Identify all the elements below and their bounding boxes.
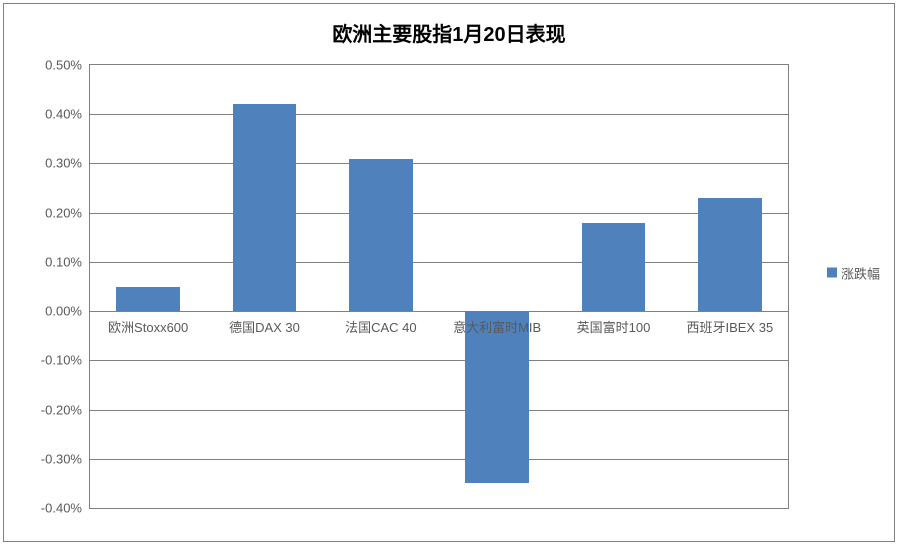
plot-area: -0.40%-0.30%-0.20%-0.10%0.00%0.10%0.20%0… (89, 64, 789, 509)
y-tick-label: -0.30% (41, 451, 82, 466)
chart-title: 欧洲主要股指1月20日表现 (4, 18, 894, 47)
chart-frame: 欧洲主要股指1月20日表现 -0.40%-0.30%-0.20%-0.10%0.… (3, 3, 895, 542)
gridline (90, 360, 788, 361)
y-tick-label: 0.40% (45, 107, 82, 122)
y-tick-label: 0.50% (45, 58, 82, 73)
gridline (90, 213, 788, 214)
y-tick-label: -0.10% (41, 353, 82, 368)
bar (349, 159, 413, 312)
legend: 涨跌幅 (827, 263, 880, 282)
y-tick-label: 0.10% (45, 254, 82, 269)
legend-swatch (827, 268, 837, 278)
bar (116, 287, 180, 312)
bar (582, 223, 646, 312)
y-tick-label: 0.20% (45, 205, 82, 220)
y-tick-label: 0.30% (45, 156, 82, 171)
x-tick-label: 英国富时100 (577, 317, 651, 336)
y-tick-label: -0.40% (41, 501, 82, 516)
bar (465, 311, 529, 483)
legend-label: 涨跌幅 (841, 263, 880, 282)
x-tick-label: 法国CAC 40 (345, 317, 417, 336)
gridline (90, 262, 788, 263)
bar (698, 198, 762, 311)
gridline (90, 410, 788, 411)
gridline (90, 459, 788, 460)
x-tick-label: 德国DAX 30 (229, 317, 300, 336)
x-tick-label: 意大利富时MIB (453, 317, 541, 336)
gridline (90, 311, 788, 312)
chart-container: 欧洲主要股指1月20日表现 -0.40%-0.30%-0.20%-0.10%0.… (0, 0, 898, 545)
gridline (90, 114, 788, 115)
y-tick-label: 0.00% (45, 304, 82, 319)
y-tick-label: -0.20% (41, 402, 82, 417)
x-tick-label: 西班牙IBEX 35 (686, 317, 773, 336)
bar (233, 104, 297, 311)
x-tick-label: 欧洲Stoxx600 (108, 317, 188, 336)
gridline (90, 163, 788, 164)
